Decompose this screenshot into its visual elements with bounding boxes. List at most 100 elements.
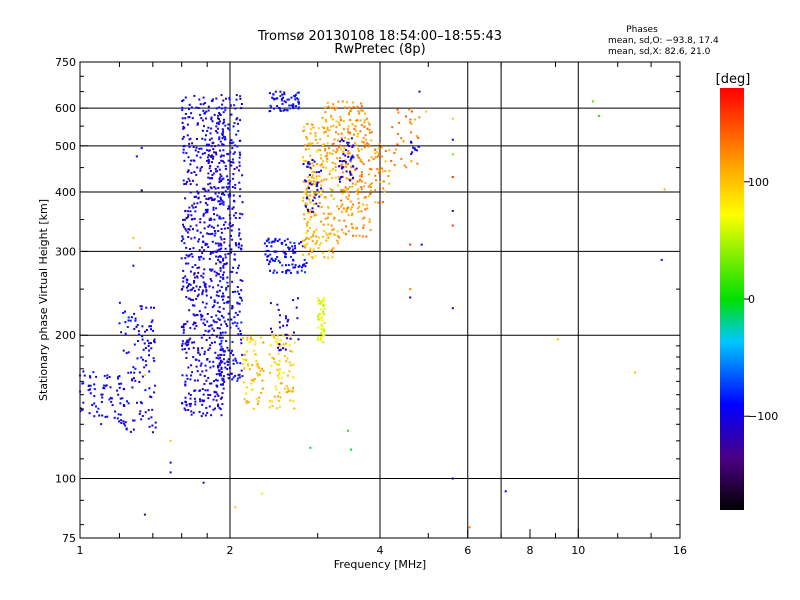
data-point [108, 398, 111, 401]
data-point [341, 203, 344, 206]
data-point [193, 236, 196, 239]
data-point [217, 242, 220, 245]
data-point [315, 138, 317, 141]
data-point [285, 264, 287, 267]
data-point [223, 161, 226, 164]
data-point [188, 116, 191, 119]
data-point [245, 386, 248, 389]
data-point [451, 176, 454, 178]
data-point [268, 92, 271, 95]
data-point [232, 194, 235, 197]
data-point [197, 293, 200, 296]
data-point [140, 402, 143, 405]
data-point [186, 279, 189, 281]
data-point [341, 100, 344, 103]
data-point [388, 149, 391, 152]
data-point [354, 125, 357, 128]
data-point [247, 364, 250, 367]
data-point [221, 199, 224, 202]
data-point [214, 351, 217, 354]
data-point [360, 171, 363, 173]
data-point [303, 218, 306, 220]
data-point [283, 355, 286, 358]
data-point [82, 370, 85, 373]
data-point [204, 364, 207, 367]
data-point [282, 372, 285, 374]
data-point [322, 127, 325, 129]
data-point [230, 142, 233, 145]
data-point [282, 96, 285, 99]
data-point [238, 376, 241, 379]
data-point [193, 321, 196, 324]
data-point [213, 304, 216, 307]
data-point [190, 374, 193, 377]
data-point [215, 399, 218, 402]
data-point [279, 382, 282, 385]
data-point [304, 271, 306, 274]
data-point [211, 100, 214, 103]
data-point [205, 369, 208, 372]
data-point [188, 108, 190, 111]
data-point [169, 439, 172, 442]
data-point [223, 320, 226, 323]
data-point [209, 394, 212, 396]
data-point [192, 298, 195, 301]
data-point [221, 298, 224, 301]
data-point [342, 128, 345, 131]
data-point [368, 220, 371, 223]
data-point [216, 214, 219, 217]
data-point [349, 169, 352, 172]
data-point [251, 338, 254, 341]
data-point [181, 342, 184, 345]
data-point [349, 173, 352, 176]
data-point [309, 226, 311, 229]
data-point [360, 102, 363, 105]
data-point [222, 99, 225, 102]
data-point [201, 388, 204, 390]
data-point [188, 297, 191, 300]
data-point [204, 389, 207, 392]
data-point [318, 171, 321, 173]
data-point [276, 97, 279, 100]
data-point [351, 123, 354, 126]
data-point [325, 239, 328, 242]
data-point [346, 187, 349, 190]
data-point [233, 168, 236, 170]
data-point [201, 399, 204, 402]
data-point [140, 305, 143, 308]
data-point [368, 173, 371, 176]
data-point [278, 391, 281, 394]
data-point [387, 175, 390, 177]
data-point [357, 210, 360, 213]
data-point [96, 410, 99, 413]
data-point [189, 225, 192, 228]
data-point [150, 416, 153, 419]
data-point [185, 281, 188, 284]
data-point [238, 242, 240, 245]
y-tick-label: 400 [55, 186, 76, 199]
data-point [227, 153, 230, 156]
data-point [320, 194, 323, 196]
data-point [374, 189, 377, 192]
data-point [342, 151, 345, 154]
data-point [206, 209, 208, 212]
data-point [291, 350, 294, 353]
data-point [307, 165, 310, 168]
data-point [249, 338, 252, 341]
data-point [365, 142, 368, 145]
data-point [221, 403, 224, 406]
data-point [360, 180, 363, 183]
data-point [273, 250, 276, 253]
data-point [220, 175, 223, 178]
data-point [349, 200, 352, 203]
data-point [342, 207, 345, 210]
data-point [411, 151, 414, 154]
data-point [245, 350, 248, 353]
data-point [306, 224, 309, 227]
chart-title: Tromsø 20130108 18:54:00–18:55:43 [257, 29, 502, 44]
data-point [291, 250, 294, 252]
data-point [220, 368, 223, 370]
data-point [226, 346, 229, 349]
data-point [255, 397, 258, 400]
data-point [181, 137, 184, 140]
